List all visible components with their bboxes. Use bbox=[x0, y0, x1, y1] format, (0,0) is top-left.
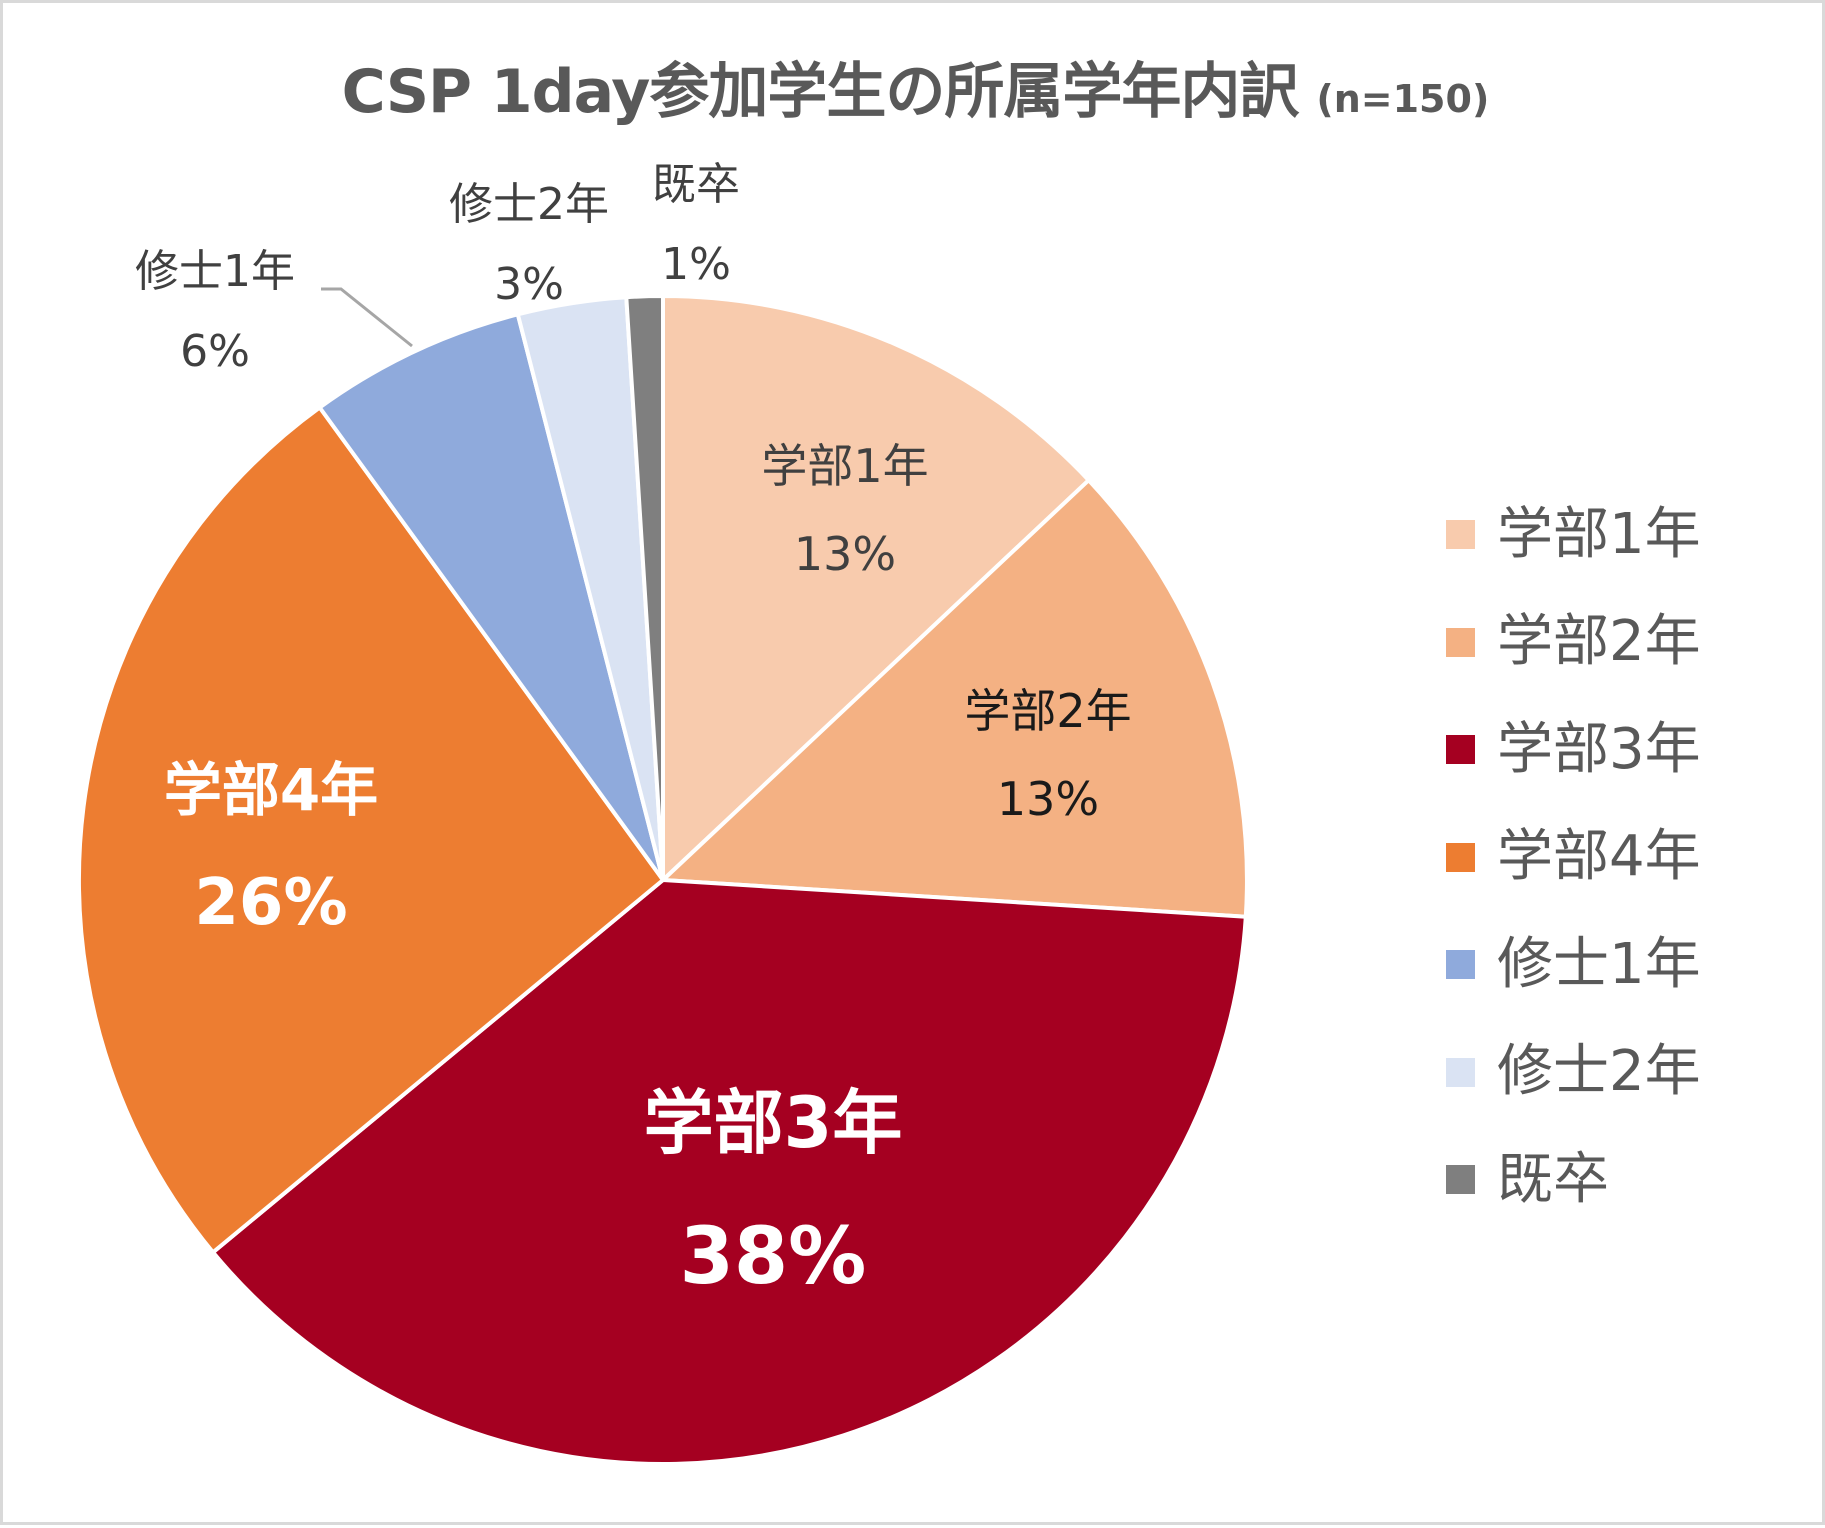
data-label-value: 26% bbox=[194, 866, 348, 940]
data-label-category: 学部4年 bbox=[163, 756, 379, 824]
data-label-category: 学部1年 bbox=[761, 439, 929, 493]
slice-kisotsu[interactable] bbox=[624, 294, 665, 882]
legend-item-kisotsu[interactable]: 既卒 bbox=[1446, 1126, 1701, 1234]
legend-swatch-icon bbox=[1446, 1057, 1475, 1087]
legend-swatch-icon bbox=[1446, 520, 1475, 550]
slice-gakubu-3[interactable] bbox=[211, 878, 1248, 1466]
legend-item-shushi-1[interactable]: 修士1年 bbox=[1446, 911, 1701, 1019]
data-label-category: 既卒 bbox=[652, 159, 740, 210]
slice-gakubu-2[interactable] bbox=[661, 478, 1249, 919]
leader-line-shushi-1 bbox=[321, 287, 413, 348]
data-label-value: 6% bbox=[180, 326, 250, 377]
legend-swatch-icon bbox=[1446, 950, 1475, 980]
data-label-category: 学部3年 bbox=[643, 1082, 903, 1164]
legend-label: 学部2年 bbox=[1497, 609, 1701, 675]
legend-swatch-icon bbox=[1446, 627, 1475, 657]
legend-label: 学部1年 bbox=[1497, 501, 1701, 567]
data-label-value: 1% bbox=[661, 239, 731, 290]
data-label-category: 修士2年 bbox=[449, 179, 609, 230]
chart-title: CSP 1day参加学生の所属学年内訳 (n=150) bbox=[3, 43, 1825, 130]
data-label-gakubu-1: 学部1年 13% bbox=[761, 443, 928, 577]
slice-gakubu-4[interactable] bbox=[76, 405, 665, 1255]
legend-item-gakubu-3[interactable]: 学部3年 bbox=[1446, 696, 1701, 804]
data-label-value: 3% bbox=[494, 259, 564, 310]
legend-item-gakubu-1[interactable]: 学部1年 bbox=[1446, 481, 1701, 589]
legend-item-gakubu-2[interactable]: 学部2年 bbox=[1446, 589, 1701, 697]
legend-label: 学部3年 bbox=[1497, 716, 1701, 782]
chart-title-main: CSP 1day参加学生の所属学年内訳 bbox=[341, 57, 1300, 127]
pie-chart bbox=[76, 287, 1249, 1466]
legend-item-shushi-2[interactable]: 修士2年 bbox=[1446, 1019, 1701, 1127]
data-label-category: 修士1年 bbox=[135, 246, 295, 297]
data-label-kisotsu: 既卒 1% bbox=[652, 163, 740, 287]
legend-label: 学部4年 bbox=[1497, 824, 1701, 890]
data-label-gakubu-4: 学部4年 26% bbox=[164, 761, 378, 935]
legend-swatch-icon bbox=[1446, 735, 1475, 765]
slice-shushi-1[interactable] bbox=[317, 312, 665, 882]
legend-label: 修士1年 bbox=[1497, 931, 1701, 997]
pie-slices bbox=[76, 294, 1249, 1466]
data-label-gakubu-2: 学部2年 13% bbox=[964, 688, 1131, 822]
data-label-shushi-1: 修士1年 6% bbox=[135, 250, 295, 374]
data-label-category: 学部2年 bbox=[964, 684, 1132, 738]
legend-label: 既卒 bbox=[1497, 1146, 1609, 1212]
chart-title-sample-size: (n=150) bbox=[1316, 77, 1490, 121]
data-label-gakubu-3: 学部3年 38% bbox=[644, 1088, 903, 1296]
legend-label: 修士2年 bbox=[1497, 1039, 1701, 1105]
data-label-value: 38% bbox=[679, 1212, 867, 1302]
data-label-shushi-2: 修士2年 3% bbox=[449, 183, 609, 307]
data-label-value: 13% bbox=[793, 527, 897, 581]
legend-swatch-icon bbox=[1446, 842, 1475, 872]
data-label-value: 13% bbox=[996, 772, 1100, 826]
legend-swatch-icon bbox=[1446, 1165, 1475, 1195]
slice-gakubu-1[interactable] bbox=[661, 294, 1091, 882]
chart-legend: 学部1年 学部2年 学部3年 学部4年 修士1年 修士2年 既卒 bbox=[1446, 481, 1701, 1234]
legend-item-gakubu-4[interactable]: 学部4年 bbox=[1446, 804, 1701, 912]
